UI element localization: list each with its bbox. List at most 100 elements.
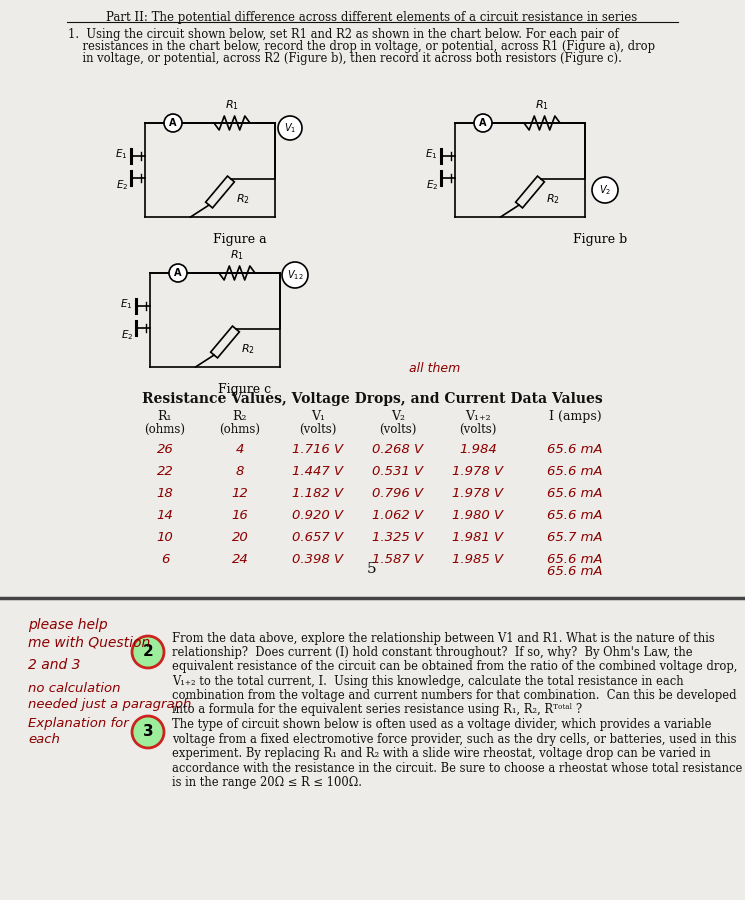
Text: 5: 5 — [367, 562, 377, 576]
Text: combination from the voltage and current numbers for that combination.  Can this: combination from the voltage and current… — [172, 688, 737, 702]
Text: (ohms): (ohms) — [145, 423, 186, 436]
Text: Part II: The potential difference across different elements of a circuit resista: Part II: The potential difference across… — [107, 11, 638, 24]
Text: $V_{12}$: $V_{12}$ — [287, 268, 303, 282]
Text: 65.6 mA: 65.6 mA — [547, 465, 603, 478]
Text: $E_1$: $E_1$ — [115, 147, 128, 161]
Text: $E_2$: $E_2$ — [121, 328, 133, 342]
Text: 1.984: 1.984 — [459, 443, 497, 456]
Text: 1.980 V: 1.980 V — [452, 509, 504, 522]
Text: 65.6 mA: 65.6 mA — [547, 553, 603, 566]
Text: 1.587 V: 1.587 V — [372, 553, 424, 566]
Text: 0.796 V: 0.796 V — [372, 487, 424, 500]
Text: $V_1$: $V_1$ — [284, 122, 297, 135]
Circle shape — [592, 177, 618, 203]
Text: 1.  Using the circuit shown below, set R1 and R2 as shown in the chart below. Fo: 1. Using the circuit shown below, set R1… — [68, 28, 619, 41]
Text: 3: 3 — [143, 724, 153, 740]
Text: I (amps): I (amps) — [548, 410, 601, 423]
Text: $E_1$: $E_1$ — [425, 147, 438, 161]
Text: V₁₊₂ to the total current, I.  Using this knowledge, calculate the total resista: V₁₊₂ to the total current, I. Using this… — [172, 675, 684, 688]
Text: 4: 4 — [236, 443, 244, 456]
Text: 24: 24 — [232, 553, 248, 566]
Circle shape — [282, 262, 308, 288]
Text: voltage from a fixed electromotive force provider, such as the dry cells, or bat: voltage from a fixed electromotive force… — [172, 733, 737, 745]
Text: A: A — [169, 118, 177, 128]
Text: Figure a: Figure a — [213, 233, 267, 246]
Text: into a formula for the equivalent series resistance using R₁, R₂, Rᵀᵒᵗᵃˡ ?: into a formula for the equivalent series… — [172, 703, 582, 716]
Text: in voltage, or potential, across R2 (Figure b), then record it across both resis: in voltage, or potential, across R2 (Fig… — [68, 52, 622, 65]
Text: is in the range 20Ω ≤ R ≤ 100Ω.: is in the range 20Ω ≤ R ≤ 100Ω. — [172, 776, 362, 789]
Text: R₂: R₂ — [232, 410, 247, 423]
Text: V₁₊₂: V₁₊₂ — [465, 410, 491, 423]
Text: no calculation: no calculation — [28, 682, 121, 695]
Text: $R_2$: $R_2$ — [546, 192, 560, 206]
Text: A: A — [174, 268, 182, 278]
Text: all them: all them — [409, 362, 460, 374]
Text: 22: 22 — [156, 465, 174, 478]
Text: 0.657 V: 0.657 V — [293, 531, 343, 544]
Circle shape — [169, 264, 187, 282]
Text: needed just a paragraph: needed just a paragraph — [28, 698, 191, 711]
Text: From the data above, explore the relationship between V1 and R1. What is the nat: From the data above, explore the relatio… — [172, 632, 714, 645]
Text: 65.7 mA: 65.7 mA — [547, 531, 603, 544]
Text: 8: 8 — [236, 465, 244, 478]
Text: 0.920 V: 0.920 V — [293, 509, 343, 522]
Text: 0.268 V: 0.268 V — [372, 443, 424, 456]
Text: 18: 18 — [156, 487, 174, 500]
Text: 12: 12 — [232, 487, 248, 500]
Text: each: each — [28, 733, 60, 746]
Text: (volts): (volts) — [460, 423, 497, 436]
Text: $R_1$: $R_1$ — [225, 98, 239, 112]
Text: $R_2$: $R_2$ — [236, 192, 250, 206]
Text: Figure b: Figure b — [573, 233, 627, 246]
Circle shape — [132, 636, 164, 668]
Text: $V_2$: $V_2$ — [599, 183, 611, 197]
Text: 10: 10 — [156, 531, 174, 544]
Text: (volts): (volts) — [379, 423, 416, 436]
Text: The type of circuit shown below is often used as a voltage divider, which provid: The type of circuit shown below is often… — [172, 718, 711, 731]
Text: 1.985 V: 1.985 V — [452, 553, 504, 566]
Text: relationship?  Does current (I) hold constant throughout?  If so, why?  By Ohm's: relationship? Does current (I) hold cons… — [172, 646, 693, 659]
Text: $R_2$: $R_2$ — [241, 342, 255, 356]
Text: 1.716 V: 1.716 V — [293, 443, 343, 456]
Text: V₁: V₁ — [311, 410, 325, 423]
Text: $R_1$: $R_1$ — [230, 248, 244, 262]
Text: 65.6 mA: 65.6 mA — [547, 565, 603, 578]
Text: accordance with the resistance in the circuit. Be sure to choose a rheostat whos: accordance with the resistance in the ci… — [172, 761, 742, 775]
Text: please help: please help — [28, 618, 107, 632]
Text: (volts): (volts) — [299, 423, 337, 436]
Text: 2 and 3: 2 and 3 — [28, 658, 80, 672]
Text: Figure c: Figure c — [218, 383, 272, 396]
Text: $E_2$: $E_2$ — [115, 178, 128, 192]
Text: 14: 14 — [156, 509, 174, 522]
Text: V₂: V₂ — [391, 410, 405, 423]
Text: 0.398 V: 0.398 V — [293, 553, 343, 566]
Circle shape — [474, 114, 492, 132]
Text: resistances in the chart below, record the drop in voltage, or potential, across: resistances in the chart below, record t… — [68, 40, 655, 53]
Text: Explanation for: Explanation for — [28, 717, 129, 730]
Text: Resistance Values, Voltage Drops, and Current Data Values: Resistance Values, Voltage Drops, and Cu… — [142, 392, 603, 406]
Circle shape — [278, 116, 302, 140]
Text: 1.325 V: 1.325 V — [372, 531, 424, 544]
Text: $E_1$: $E_1$ — [121, 297, 133, 310]
Text: R₁: R₁ — [158, 410, 172, 423]
Text: 1.978 V: 1.978 V — [452, 487, 504, 500]
Text: $R_1$: $R_1$ — [535, 98, 549, 112]
Circle shape — [164, 114, 182, 132]
Text: $E_2$: $E_2$ — [425, 178, 438, 192]
Text: 1.062 V: 1.062 V — [372, 509, 424, 522]
Text: 65.6 mA: 65.6 mA — [547, 443, 603, 456]
Text: 1.981 V: 1.981 V — [452, 531, 504, 544]
Text: 65.6 mA: 65.6 mA — [547, 509, 603, 522]
Circle shape — [132, 716, 164, 748]
Text: 0.531 V: 0.531 V — [372, 465, 424, 478]
Text: 1.978 V: 1.978 V — [452, 465, 504, 478]
Text: 65.6 mA: 65.6 mA — [547, 487, 603, 500]
Text: 20: 20 — [232, 531, 248, 544]
Text: experiment. By replacing R₁ and R₂ with a slide wire rheostat, voltage drop can : experiment. By replacing R₁ and R₂ with … — [172, 747, 711, 760]
Text: 2: 2 — [142, 644, 153, 660]
Text: A: A — [479, 118, 486, 128]
Text: 16: 16 — [232, 509, 248, 522]
Text: 1.447 V: 1.447 V — [293, 465, 343, 478]
Text: 6: 6 — [161, 553, 169, 566]
Text: 26: 26 — [156, 443, 174, 456]
